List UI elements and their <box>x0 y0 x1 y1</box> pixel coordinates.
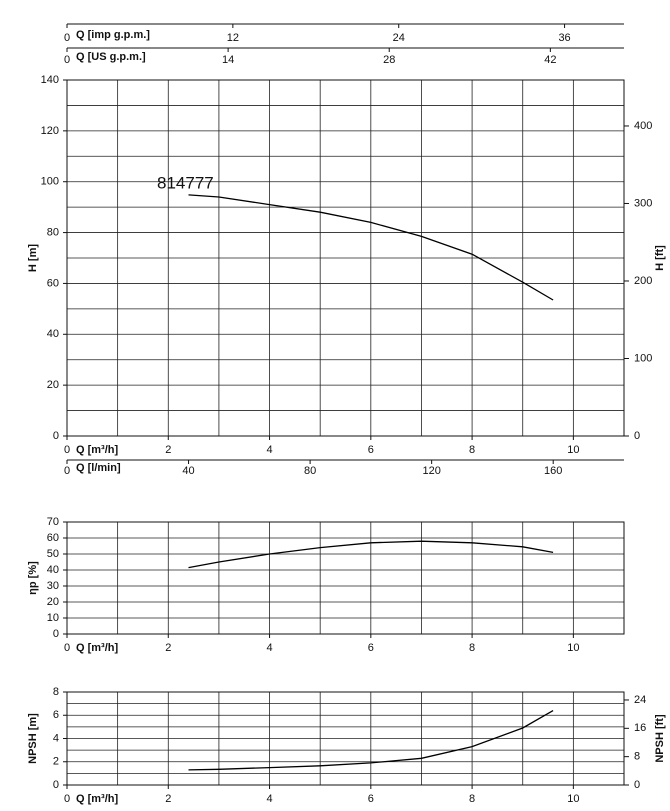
y2-tick-label: 16 <box>634 722 646 734</box>
x-axis-label: Q [m³/h] <box>76 444 118 456</box>
y2-axis-label: NPSH [ft] <box>654 714 666 763</box>
x-tick-label: 4 <box>266 642 272 654</box>
y2-tick-label: 0 <box>634 779 640 791</box>
secondary-axis-label: Q [US g.p.m.] <box>76 51 146 63</box>
y-tick-label: 40 <box>47 328 59 340</box>
y-tick-label: 10 <box>47 612 59 624</box>
y-tick-label: 4 <box>53 732 59 744</box>
y-axis-label: ηp [%] <box>27 561 39 595</box>
y2-axis-label: H [ft] <box>654 245 666 271</box>
y-tick-label: 0 <box>53 430 59 442</box>
curve <box>188 710 554 771</box>
secondary-x-tick-label: 14 <box>222 54 234 66</box>
x-tick-label: 6 <box>368 793 374 805</box>
secondary-x-tick-label: 120 <box>422 465 440 477</box>
y-tick-label: 60 <box>47 532 59 544</box>
x-tick-label: 0 <box>64 444 70 456</box>
x-axis-label: Q [m³/h] <box>76 642 118 654</box>
x-tick-label: 6 <box>368 642 374 654</box>
x-tick-label: 4 <box>266 793 272 805</box>
y-tick-label: 20 <box>47 596 59 608</box>
y2-tick-label: 0 <box>634 430 640 442</box>
x-tick-label: 10 <box>567 793 579 805</box>
plot-frame <box>66 79 625 437</box>
secondary-x-tick-label: 40 <box>182 465 194 477</box>
y2-tick-label: 200 <box>634 275 652 287</box>
y-tick-label: 70 <box>47 516 59 528</box>
x-tick-label: 2 <box>165 642 171 654</box>
x-tick-label: 0 <box>64 793 70 805</box>
y2-tick-label: 8 <box>634 751 640 763</box>
x-tick-label: 8 <box>469 793 475 805</box>
y-tick-label: 2 <box>53 756 59 768</box>
y-tick-label: 120 <box>41 125 59 137</box>
secondary-x-tick-label: 28 <box>383 54 395 66</box>
x-tick-label: 4 <box>266 444 272 456</box>
y-tick-label: 60 <box>47 277 59 289</box>
y-tick-label: 0 <box>53 628 59 640</box>
y-tick-label: 50 <box>47 548 59 560</box>
y-tick-label: 30 <box>47 580 59 592</box>
secondary-x-tick-label: 0 <box>64 32 70 44</box>
y-axis-label: H [m] <box>27 244 39 272</box>
secondary-x-tick-label: 0 <box>64 54 70 66</box>
secondary-axis-label: Q [l/min] <box>76 462 121 474</box>
y-tick-label: 100 <box>41 176 59 188</box>
y2-tick-label: 300 <box>634 197 652 209</box>
y2-tick-label: 400 <box>634 120 652 132</box>
y2-tick-label: 24 <box>634 694 646 706</box>
secondary-x-tick-label: 160 <box>544 465 562 477</box>
x-tick-label: 10 <box>567 444 579 456</box>
secondary-x-tick-label: 24 <box>393 32 405 44</box>
x-tick-label: 6 <box>368 444 374 456</box>
curve-annotation: 814777 <box>157 173 214 192</box>
y-axis-label: NPSH [m] <box>27 713 39 764</box>
plot-frame <box>66 521 625 635</box>
secondary-x-tick-label: 0 <box>64 465 70 477</box>
x-tick-label: 8 <box>469 642 475 654</box>
x-tick-label: 2 <box>165 793 171 805</box>
x-tick-label: 8 <box>469 444 475 456</box>
x-tick-label: 0 <box>64 642 70 654</box>
secondary-x-tick-label: 80 <box>304 465 316 477</box>
y-tick-label: 80 <box>47 226 59 238</box>
x-axis-label: Q [m³/h] <box>76 793 118 805</box>
secondary-x-tick-label: 42 <box>544 54 556 66</box>
y-tick-label: 8 <box>53 686 59 698</box>
curve <box>188 194 554 301</box>
x-tick-label: 10 <box>567 642 579 654</box>
y-tick-label: 20 <box>47 379 59 391</box>
curve <box>188 540 554 569</box>
secondary-x-tick-label: 12 <box>227 32 239 44</box>
x-tick-label: 2 <box>165 444 171 456</box>
y2-tick-label: 100 <box>634 352 652 364</box>
secondary-x-tick-label: 36 <box>558 32 570 44</box>
y-tick-label: 140 <box>41 74 59 86</box>
y-tick-label: 0 <box>53 779 59 791</box>
secondary-axis-label: Q [imp g.p.m.] <box>76 29 150 41</box>
y-tick-label: 6 <box>53 709 59 721</box>
y-tick-label: 40 <box>47 564 59 576</box>
